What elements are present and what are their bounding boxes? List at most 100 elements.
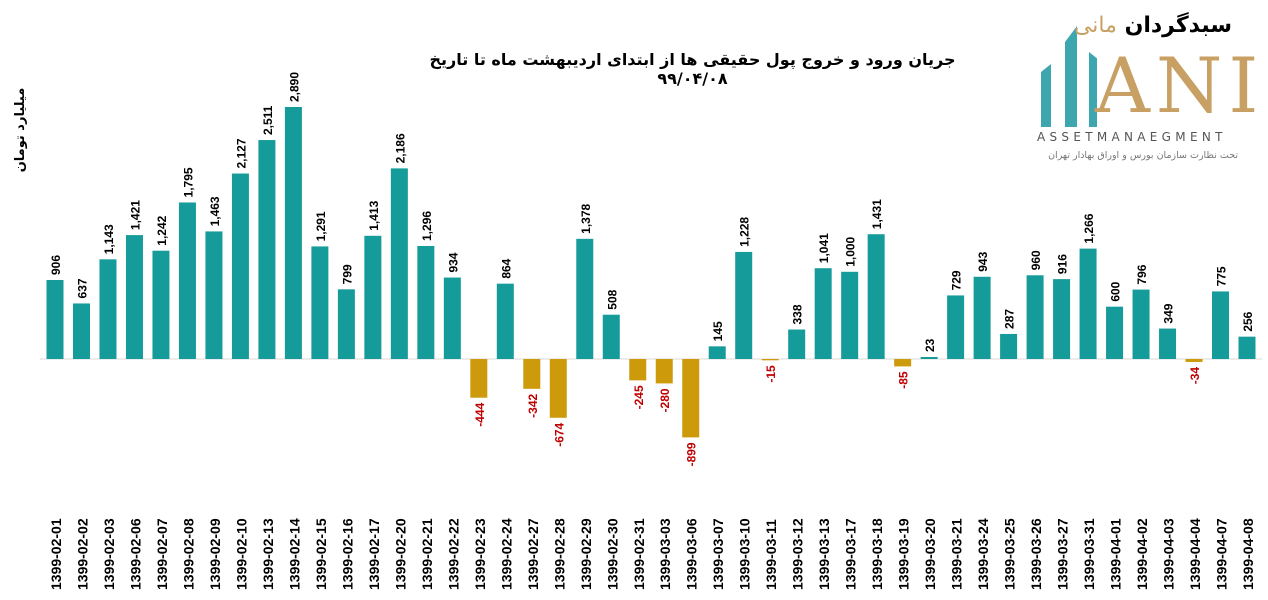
data-label: 1,228 <box>738 217 752 247</box>
bar <box>178 202 196 359</box>
bar <box>496 283 514 359</box>
x-tick-label: 1399-03-25 <box>1002 518 1018 590</box>
x-tick-label: 1399-02-02 <box>74 518 90 590</box>
data-label: -245 <box>632 385 646 409</box>
data-label: 864 <box>499 258 513 278</box>
data-label: 2,511 <box>261 105 275 135</box>
x-tick-label: 1399-04-08 <box>1240 518 1256 590</box>
bar <box>841 271 859 359</box>
x-tick-label: 1399-03-31 <box>1081 518 1097 590</box>
data-label: -15 <box>764 365 778 383</box>
x-tick-label: 1399-03-03 <box>657 518 673 590</box>
bar <box>205 231 223 359</box>
data-label: 1,795 <box>181 167 195 197</box>
x-tick-label: 1399-03-20 <box>922 518 938 590</box>
data-label: -342 <box>526 394 540 418</box>
data-label: 287 <box>1003 309 1017 329</box>
data-label: 637 <box>75 278 89 298</box>
bar <box>602 314 620 359</box>
bar <box>258 140 276 359</box>
data-label: 1,413 <box>367 200 381 230</box>
x-tick-label: 1399-03-18 <box>869 518 885 590</box>
bar <box>1185 359 1203 362</box>
logo-bars-icon <box>1041 26 1097 127</box>
bar <box>311 246 329 359</box>
data-label: -280 <box>658 388 672 412</box>
bar <box>337 289 355 359</box>
x-tick-label: 1399-02-30 <box>604 518 620 590</box>
data-label: 943 <box>976 251 990 271</box>
data-label: 796 <box>1135 264 1149 284</box>
x-tick-label: 1399-02-08 <box>180 518 196 590</box>
x-tick-label: 1399-04-03 <box>1161 518 1177 590</box>
bar <box>629 359 647 381</box>
x-tick-label: 1399-02-24 <box>498 518 514 590</box>
bar <box>549 359 567 418</box>
data-label: 934 <box>446 252 460 272</box>
data-label: 906 <box>49 255 63 275</box>
logo-mark: ANI <box>1095 41 1265 130</box>
x-tick-label: 1399-02-13 <box>260 518 276 590</box>
x-tick-label: 1399-02-27 <box>525 518 541 590</box>
data-label: 600 <box>1109 281 1123 301</box>
bar <box>788 329 806 359</box>
x-tick-label: 1399-02-14 <box>286 518 302 590</box>
data-label: 775 <box>1215 266 1229 286</box>
x-tick-label: 1399-02-03 <box>101 518 117 590</box>
data-label: 23 <box>923 338 937 352</box>
data-label: -899 <box>685 442 699 466</box>
bar <box>894 359 912 367</box>
x-tick-label: 1399-02-10 <box>233 518 249 590</box>
x-tick-label: 1399-02-31 <box>631 518 647 590</box>
bar <box>973 276 991 359</box>
x-tick-label: 1399-02-16 <box>339 518 355 590</box>
x-tick-label: 1399-02-07 <box>154 518 170 590</box>
x-tick-label: 1399-04-02 <box>1134 518 1150 590</box>
bar <box>867 234 885 359</box>
data-label: 508 <box>605 289 619 309</box>
x-tick-label: 1399-02-29 <box>578 518 594 590</box>
bar <box>1132 289 1150 359</box>
x-tick-label: 1399-02-22 <box>445 518 461 590</box>
x-tick-label: 1399-03-27 <box>1055 518 1071 590</box>
bar <box>708 346 726 359</box>
data-label: -674 <box>552 422 566 446</box>
y-axis-label: میلیارد تومان <box>13 87 28 173</box>
data-label: -34 <box>1188 367 1202 385</box>
bar <box>1053 279 1071 359</box>
data-label: 2,186 <box>393 133 407 163</box>
bar <box>152 250 170 359</box>
x-tick-label: 1399-03-19 <box>896 518 912 590</box>
bar <box>682 359 700 438</box>
bar <box>125 235 143 359</box>
data-label: 2,890 <box>287 72 301 102</box>
bar <box>72 303 90 359</box>
bar <box>284 107 302 359</box>
bar <box>761 359 779 361</box>
data-label: 338 <box>791 304 805 324</box>
company-logo: سبدگردان مانی ANI ASSETMANAEGMENT تحت نظ… <box>1035 12 1260 172</box>
x-tick-label: 1399-03-12 <box>790 518 806 590</box>
data-label: 1,041 <box>817 233 831 263</box>
bar <box>443 277 461 359</box>
x-tick-label: 1399-03-13 <box>816 518 832 590</box>
bar <box>1000 333 1018 359</box>
bar <box>1159 328 1177 359</box>
data-label: 799 <box>340 264 354 284</box>
bar <box>920 356 938 359</box>
bar <box>1238 336 1256 359</box>
data-label: 1,242 <box>155 215 169 245</box>
x-tick-label: 1399-02-28 <box>551 518 567 590</box>
x-tick-label: 1399-03-24 <box>975 518 991 590</box>
data-label: 256 <box>1241 311 1255 331</box>
logo-subtitle: تحت نظارت سازمان بورس و اوراق بهادار تهر… <box>1048 150 1238 161</box>
x-tick-label: 1399-04-07 <box>1214 518 1230 590</box>
bar <box>814 268 832 359</box>
x-tick-label: 1399-02-20 <box>392 518 408 590</box>
data-label: 1,143 <box>102 224 116 254</box>
x-tick-label: 1399-04-01 <box>1108 518 1124 590</box>
data-label: 349 <box>1162 303 1176 323</box>
data-label: 1,000 <box>844 236 858 266</box>
data-label: -85 <box>897 371 911 389</box>
